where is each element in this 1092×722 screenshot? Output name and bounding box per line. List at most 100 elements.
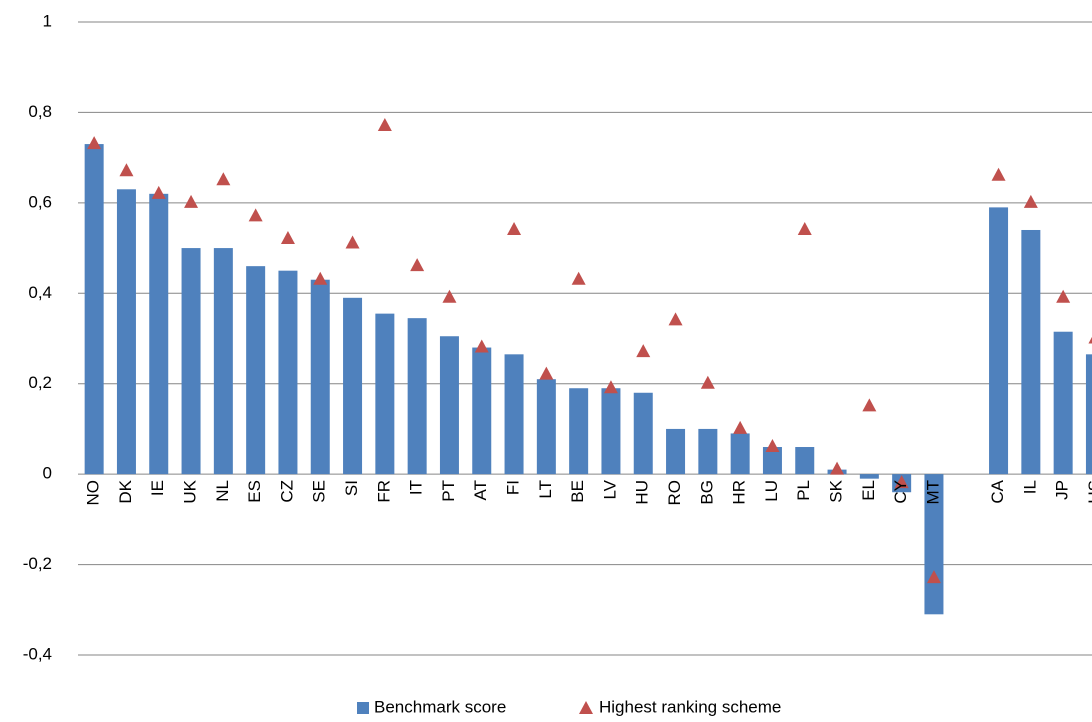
x-tick-label: NO [84,480,103,506]
x-tick-label: RO [665,480,684,506]
y-tick-label: -0,4 [23,644,52,663]
y-tick-label: 0 [43,464,52,483]
marker [151,185,166,199]
bar [375,313,395,475]
bar [278,270,298,475]
x-tick-label: JP [1053,480,1072,500]
legend-swatch [579,701,593,714]
marker [1088,336,1092,344]
bar [536,379,556,475]
marker [733,420,748,434]
bar [666,428,686,475]
x-tick-label: DK [116,479,135,503]
marker [603,380,618,394]
y-tick-label: 0,8 [28,102,52,121]
bar [698,428,718,475]
x-tick-label: MT [923,480,942,505]
marker [765,439,780,453]
bar [730,433,750,475]
bar [407,318,427,475]
x-tick-label: EL [859,480,878,501]
marker [410,258,425,272]
marker [119,163,134,177]
bar [1085,354,1092,475]
y-tick-label: 1 [43,11,52,30]
bar [439,336,459,475]
y-tick-label: 0,6 [28,192,52,211]
legend-label: Highest ranking scheme [599,697,781,716]
y-tick-label: -0,2 [23,554,52,573]
y-tick-label: 0,2 [28,373,52,392]
x-tick-label: BE [568,480,587,503]
bar [343,297,363,475]
x-tick-label: CY [891,480,910,504]
marker [280,231,295,245]
x-tick-label: IE [148,480,167,496]
x-tick-label: IL [1020,480,1039,494]
x-tick-label: CA [988,479,1007,503]
x-tick-label: US [1085,480,1092,504]
bar [1053,331,1073,475]
legend-label: Benchmark score [374,697,506,716]
marker [668,312,683,326]
bar [795,447,815,475]
x-tick-label: IT [407,480,426,495]
x-tick-label: SE [310,480,329,503]
bar [989,207,1009,475]
y-tick-label: 0,4 [28,283,52,302]
bar [859,474,879,479]
x-tick-label: ES [245,480,264,503]
bar [310,279,330,475]
x-tick-label: HR [730,480,749,505]
x-tick-label: LU [762,480,781,502]
bar [246,266,266,475]
x-tick-label: HU [633,480,652,505]
marker [87,136,102,150]
legend-swatch [357,702,369,714]
x-tick-label: PT [439,480,458,502]
x-tick-label: NL [213,480,232,502]
marker [345,235,360,249]
marker [1056,289,1071,303]
marker [862,398,877,412]
bar [601,388,621,475]
marker [797,221,812,235]
x-tick-label: BG [697,480,716,505]
x-tick-label: PL [794,480,813,501]
x-tick-label: SI [342,480,361,496]
marker [700,375,715,389]
x-tick-label: UK [181,479,200,503]
marker [636,344,651,358]
marker [184,194,199,208]
bar [504,354,524,475]
bar [762,447,782,475]
x-tick-label: CZ [277,480,296,503]
x-tick-label: LV [600,479,619,499]
marker [926,570,941,584]
marker [1023,194,1038,208]
x-tick-label: FI [504,480,523,495]
x-tick-label: SK [827,479,846,502]
marker [216,172,231,186]
bar [213,248,233,475]
x-tick-label: LT [536,480,555,499]
bar [116,189,136,475]
bar [472,347,492,475]
bar [569,388,589,475]
marker [248,208,263,222]
bar [1021,229,1041,475]
marker [571,271,586,285]
bar [149,193,169,475]
x-tick-label: FR [374,480,393,503]
marker [474,339,489,353]
marker [991,167,1006,181]
marker [313,271,328,285]
bar [633,392,653,475]
bar [84,144,104,475]
marker [507,221,522,235]
marker [377,117,392,131]
marker [442,289,457,303]
bar [181,248,201,475]
